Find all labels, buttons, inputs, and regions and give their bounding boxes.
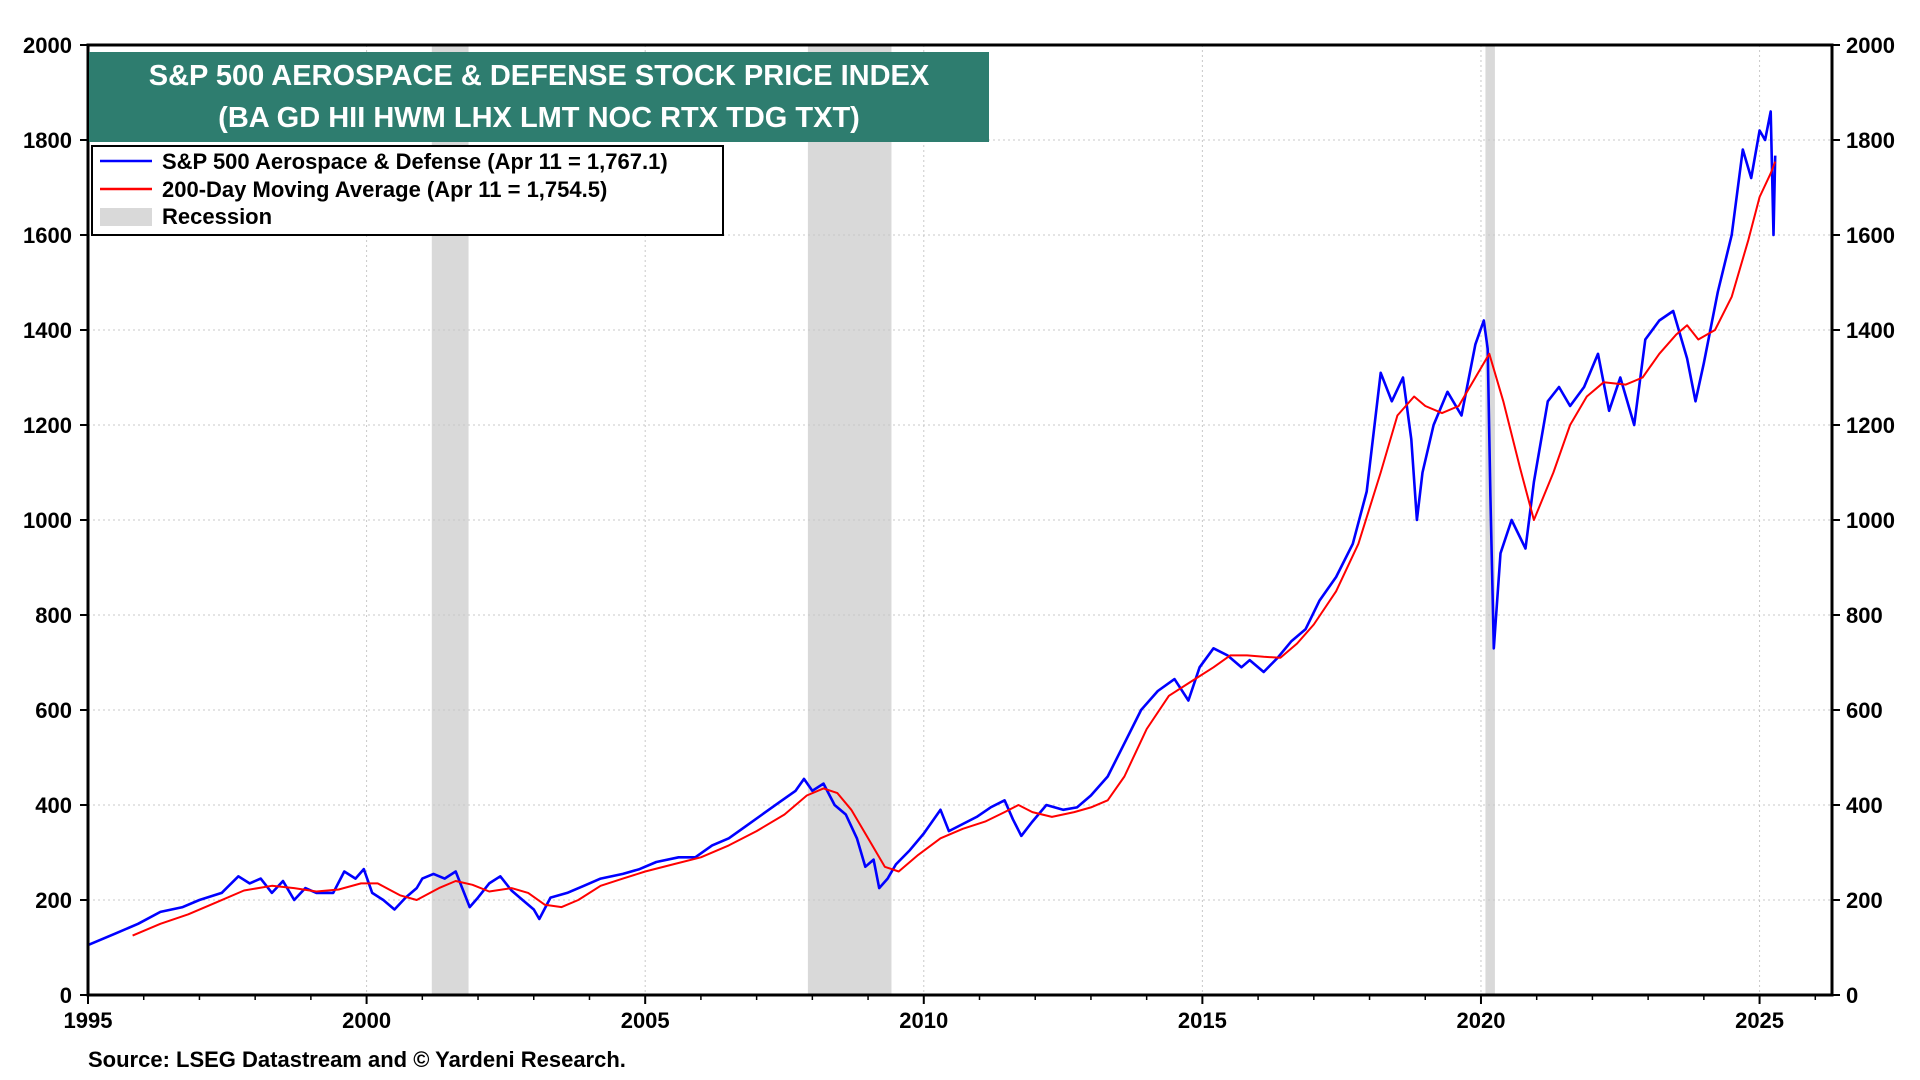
y-tick-label-right: 1400 [1846, 318, 1895, 343]
x-tick-label: 2020 [1456, 1008, 1505, 1033]
y-tick-label-right: 1000 [1846, 508, 1895, 533]
series-lines [87, 110, 1777, 947]
y-tick-label-left: 2000 [23, 33, 72, 58]
x-tick-label: 2015 [1178, 1008, 1227, 1033]
x-tick-label: 2025 [1735, 1008, 1784, 1033]
legend-label-aerospace-defense: S&P 500 Aerospace & Defense (Apr 11 = 1,… [162, 149, 668, 174]
y-tick-label-left: 1000 [23, 508, 72, 533]
y-tick-label-left: 1400 [23, 318, 72, 343]
y-tick-label-left: 800 [35, 603, 72, 628]
axis-ticks: 0 0 200 200 400 400 600 600 800 800 1000 1000 1200 12… [23, 33, 1895, 1033]
chart-title: S&P 500 AEROSPACE & DEFENSE STOCK PRICE … [149, 60, 930, 92]
y-tick-label-right: 1200 [1846, 413, 1895, 438]
title-box: S&P 500 AEROSPACE & DEFENSE STOCK PRICE … [89, 52, 989, 142]
title-background [89, 52, 989, 142]
y-tick-label-right: 1600 [1846, 223, 1895, 248]
legend: S&P 500 Aerospace & Defense (Apr 11 = 1,… [91, 145, 724, 236]
y-tick-label-right: 0 [1846, 983, 1858, 1008]
y-tick-label-right: 400 [1846, 793, 1883, 818]
chart-subtitle: (BA GD HII HWM LHX LMT NOC RTX TDG TXT) [218, 102, 860, 134]
y-tick-label-right: 600 [1846, 698, 1883, 723]
series-line-aerospace-defense [87, 110, 1777, 947]
y-tick-label-left: 1600 [23, 223, 72, 248]
legend-swatch-recession [100, 208, 152, 226]
source-note: Source: LSEG Datastream and © Yardeni Re… [88, 1047, 626, 1072]
y-tick-label-left: 0 [60, 983, 72, 1008]
x-tick-label: 2000 [342, 1008, 391, 1033]
y-tick-label-left: 1800 [23, 128, 72, 153]
y-tick-label-left: 400 [35, 793, 72, 818]
x-tick-label: 1995 [64, 1008, 113, 1033]
x-tick-label: 2010 [899, 1008, 948, 1033]
y-tick-label-right: 2000 [1846, 33, 1895, 58]
y-tick-label-right: 800 [1846, 603, 1883, 628]
x-tick-label: 2005 [621, 1008, 670, 1033]
series-line-moving-average [132, 161, 1777, 937]
y-tick-label-left: 200 [35, 888, 72, 913]
legend-label-recession: Recession [162, 204, 272, 229]
y-tick-label-right: 200 [1846, 888, 1883, 913]
y-tick-label-left: 1200 [23, 413, 72, 438]
legend-label-moving-average: 200-Day Moving Average (Apr 11 = 1,754.5… [162, 177, 607, 202]
legend-frame [91, 145, 724, 236]
y-tick-label-left: 600 [35, 698, 72, 723]
y-tick-label-right: 1800 [1846, 128, 1895, 153]
